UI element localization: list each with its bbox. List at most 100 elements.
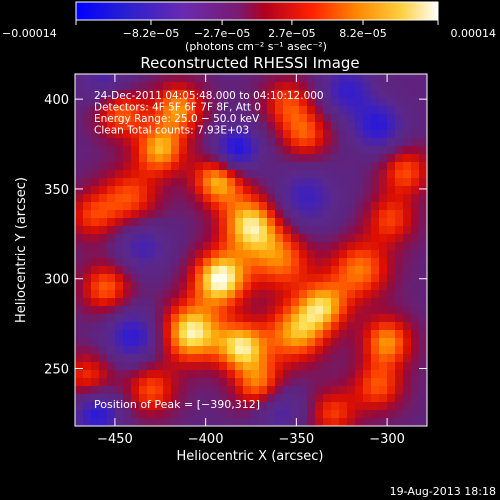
heatmap-cell: [331, 162, 340, 171]
heatmap-cell: [179, 106, 188, 115]
heatmap-cell: [363, 402, 372, 411]
heatmap-cell: [403, 162, 412, 171]
heatmap-cell: [291, 330, 300, 339]
heatmap-cell: [235, 282, 244, 291]
heatmap-cell: [227, 106, 236, 115]
heatmap-cell: [371, 394, 380, 403]
heatmap-cell: [379, 234, 388, 243]
heatmap-cell: [275, 258, 284, 267]
heatmap-cell: [371, 82, 380, 91]
heatmap-cell: [411, 274, 420, 283]
heatmap-cell: [387, 418, 396, 426]
heatmap-cell: [315, 82, 324, 91]
heatmap-cell: [283, 74, 292, 83]
heatmap-cell: [195, 138, 204, 147]
heatmap-cell: [123, 186, 132, 195]
heatmap-cell: [291, 298, 300, 307]
heatmap-cell: [235, 106, 244, 115]
heatmap-cell: [187, 402, 196, 411]
heatmap-cell: [251, 178, 260, 187]
heatmap-cell: [323, 346, 332, 355]
heatmap-cell: [323, 170, 332, 179]
heatmap-cell: [395, 130, 404, 139]
heatmap-cell: [267, 114, 276, 123]
heatmap-cell: [307, 234, 316, 243]
heatmap-cell: [147, 114, 156, 123]
heatmap-cell: [347, 90, 356, 99]
heatmap-cell: [115, 266, 124, 275]
heatmap-cell: [203, 226, 212, 235]
heatmap-cell: [339, 90, 348, 99]
heatmap-cell: [83, 354, 92, 363]
heatmap-cell: [379, 306, 388, 315]
heatmap-cell: [291, 370, 300, 379]
heatmap-cell: [419, 322, 427, 331]
heatmap-cell: [275, 194, 284, 203]
heatmap-cell: [155, 410, 164, 419]
heatmap-cell: [139, 98, 148, 107]
heatmap-cell: [251, 138, 260, 147]
heatmap-cell: [235, 338, 244, 347]
heatmap-cell: [323, 186, 332, 195]
heatmap-cell: [387, 330, 396, 339]
heatmap-cell: [235, 418, 244, 426]
heatmap-cell: [355, 282, 364, 291]
heatmap-cell: [163, 306, 172, 315]
heatmap-cell: [75, 74, 84, 83]
heatmap-cell: [163, 170, 172, 179]
heatmap-cell: [99, 146, 108, 155]
heatmap-cell: [283, 258, 292, 267]
heatmap-cell: [211, 306, 220, 315]
heatmap-cell: [179, 186, 188, 195]
heatmap-cell: [355, 410, 364, 419]
heatmap-cell: [307, 298, 316, 307]
heatmap-cell: [107, 418, 116, 426]
heatmap-cell: [283, 154, 292, 163]
heatmap-cell: [411, 202, 420, 211]
heatmap-cell: [75, 170, 84, 179]
heatmap-cell: [323, 330, 332, 339]
heatmap-cell: [387, 74, 396, 83]
heatmap-cell: [371, 322, 380, 331]
heatmap-cell: [235, 194, 244, 203]
heatmap-cell: [99, 218, 108, 227]
heatmap-cell: [243, 394, 252, 403]
heatmap-cell: [251, 234, 260, 243]
heatmap-cell: [115, 146, 124, 155]
heatmap-cell: [139, 330, 148, 339]
heatmap-cell: [235, 114, 244, 123]
heatmap-cell: [267, 338, 276, 347]
heatmap-cell: [275, 274, 284, 283]
heatmap-cell: [243, 370, 252, 379]
heatmap-cell: [387, 122, 396, 131]
heatmap-cell: [139, 170, 148, 179]
annotation-line: Detectors: 4F 5F 6F 7F 8F, Att 0: [94, 102, 261, 114]
heatmap-cell: [411, 170, 420, 179]
heatmap-cell: [331, 394, 340, 403]
heatmap-cell: [411, 402, 420, 411]
heatmap-cell: [251, 258, 260, 267]
heatmap-cell: [419, 290, 427, 299]
heatmap-cell: [347, 186, 356, 195]
heatmap-cell: [91, 322, 100, 331]
heatmap-cell: [267, 370, 276, 379]
heatmap-cell: [355, 154, 364, 163]
heatmap-cell: [235, 178, 244, 187]
heatmap-cell: [379, 290, 388, 299]
heatmap-cell: [139, 338, 148, 347]
heatmap-cell: [155, 178, 164, 187]
heatmap-cell: [371, 314, 380, 323]
colorbar-tick-label: 8.2e−05: [339, 27, 386, 40]
heatmap-cell: [307, 370, 316, 379]
heatmap-cell: [315, 306, 324, 315]
heatmap-cell: [91, 354, 100, 363]
heatmap-cell: [291, 274, 300, 283]
heatmap-cell: [139, 106, 148, 115]
heatmap-cell: [403, 402, 412, 411]
heatmap-cell: [307, 202, 316, 211]
heatmap-cell: [107, 98, 116, 107]
heatmap-cell: [99, 258, 108, 267]
annotation-line: Energy Range: 25.0 − 50.0 keV: [94, 113, 260, 125]
heatmap-cell: [227, 74, 236, 83]
heatmap-cell: [251, 82, 260, 91]
